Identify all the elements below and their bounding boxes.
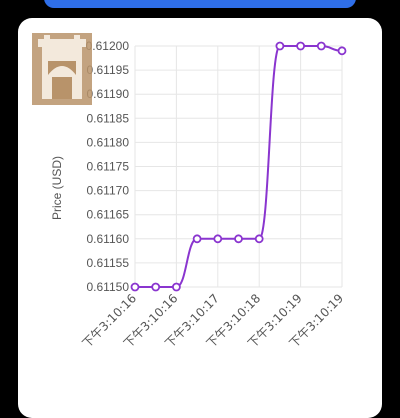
price-data-point[interactable] — [275, 41, 285, 51]
top-action-button[interactable] — [44, 0, 356, 8]
price-data-point[interactable] — [316, 41, 326, 51]
y-tick-label: 0.61175 — [87, 160, 130, 174]
price-data-point[interactable] — [213, 234, 223, 244]
price-data-point[interactable] — [254, 234, 264, 244]
y-tick-label: 0.61170 — [87, 184, 130, 198]
y-tick-label: 0.61165 — [87, 208, 130, 222]
gate-icon — [32, 33, 92, 105]
y-axis-label: Price (USD) — [50, 156, 64, 220]
grid-lines — [134, 45, 343, 288]
price-data-point[interactable] — [130, 282, 140, 292]
price-data-point[interactable] — [234, 234, 243, 244]
y-tick-label: 0.61185 — [87, 111, 130, 125]
price-data-point[interactable] — [192, 234, 202, 244]
y-tick-label: 0.61200 — [86, 39, 130, 53]
y-tick-label: 0.61155 — [87, 256, 130, 270]
price-data-point[interactable] — [296, 41, 306, 51]
y-tick-label: 0.61160 — [87, 232, 130, 246]
price-data-point[interactable] — [171, 282, 181, 292]
price-chart-card: 0.61150 0.61155 0.61160 0.61165 0.61170 0.611… — [18, 18, 382, 418]
y-axis-ticks: 0.61150 0.61155 0.61160 0.61165 0.61170 0.611… — [86, 39, 130, 294]
y-tick-label: 0.61150 — [87, 280, 130, 294]
price-data-point[interactable] — [337, 46, 347, 56]
price-line-chart: 0.61150 0.61155 0.61160 0.61165 0.61170 0.611… — [50, 39, 347, 351]
y-tick-label: 0.61195 — [87, 63, 130, 77]
y-tick-label: 0.61190 — [87, 87, 130, 101]
price-data-point[interactable] — [151, 282, 161, 292]
y-tick-label: 0.61180 — [87, 135, 130, 149]
x-axis-ticks: 下午3:10:16下午3:10:16下午3:10:17下午3:10:18下午3:… — [80, 291, 347, 351]
price-series — [130, 41, 347, 292]
